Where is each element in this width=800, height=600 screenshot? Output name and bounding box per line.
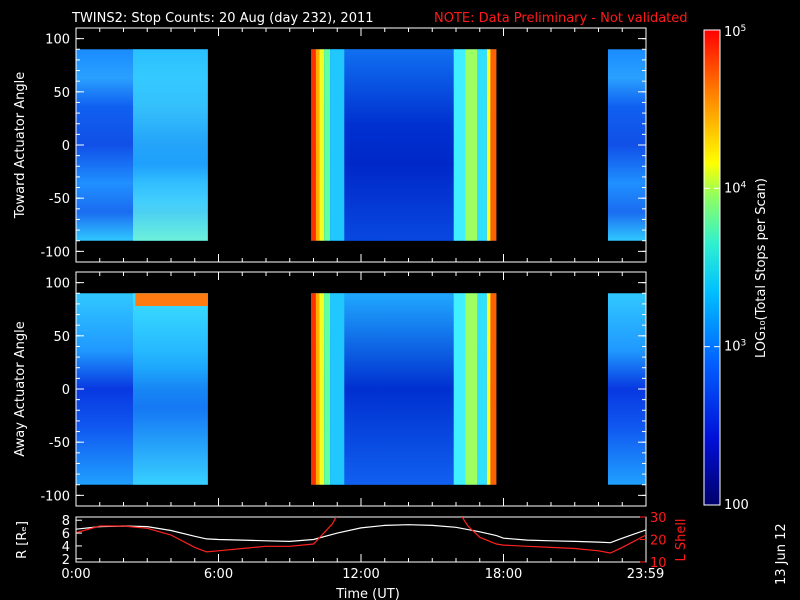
- away-ytick-label: 100: [45, 277, 70, 292]
- toward-segment-2-stripe: [486, 49, 491, 241]
- time-xtick-label: 0:00: [61, 567, 90, 582]
- l-shell-line: [76, 517, 646, 554]
- toward-ytick-label: -100: [40, 245, 70, 260]
- r-ytick-label: 4: [62, 540, 70, 555]
- r-ytick-label: 6: [62, 527, 70, 542]
- away-segment-1-bright: [133, 293, 208, 485]
- time-axis-label: Time (UT): [335, 587, 400, 600]
- away-segment-2-stripe: [311, 293, 316, 485]
- colorbar-tick-exponent: 5: [741, 24, 747, 34]
- toward-y-axis-label: Toward Actuator Angle: [13, 72, 28, 219]
- toward-ytick-label: 100: [45, 33, 70, 48]
- away-segment-2-stripe: [486, 293, 491, 485]
- r-ytick-label: 8: [62, 514, 70, 529]
- away-segment-2-core: [344, 293, 454, 485]
- away-segment-2-stripe: [477, 293, 487, 485]
- away-heatmap: [76, 293, 646, 485]
- toward-segment-2-stripe: [453, 49, 466, 241]
- colorbar-label: LOG₁₀(Total Stops per Scan): [754, 178, 769, 358]
- l-shell-axis-label: L Shell: [674, 518, 689, 561]
- away-y-axis: 100 50 0 -50 -100: [40, 272, 647, 506]
- toward-segment-2-stripe: [324, 49, 331, 241]
- toward-segment-2-stripe: [477, 49, 487, 241]
- time-xtick-label: 12:00: [342, 567, 379, 582]
- away-segment-2-stripe: [324, 293, 331, 485]
- away-high-angle-peak: [135, 293, 208, 307]
- away-segment-2-stripe: [453, 293, 466, 485]
- away-segment-2-stripe: [330, 293, 345, 485]
- orbit-right-axis: 30 20 10: [640, 511, 667, 571]
- colorbar: 105 104 103 100 LOG₁₀(Total Stops per Scan): [703, 24, 769, 513]
- l-shell-ytick-label: 30: [650, 511, 667, 526]
- away-segment-2-stripe: [315, 293, 320, 485]
- away-ytick-label: 0: [62, 383, 70, 398]
- away-segment-2-stripe: [490, 293, 497, 485]
- away-ytick-label: -50: [49, 436, 70, 451]
- l-shell-ytick-label: 10: [650, 556, 667, 571]
- toward-ytick-label: 50: [53, 86, 70, 101]
- toward-actuator-panel: 100 50 0 -50 -100 Toward Actuator Angle: [13, 27, 647, 263]
- toward-segment-1-bright: [133, 49, 208, 241]
- colorbar-tick-exponent: 3: [741, 339, 747, 349]
- away-ytick-label: -100: [40, 489, 70, 504]
- l-shell-ytick-label: 20: [650, 534, 667, 549]
- away-segment-2-stripe: [319, 293, 325, 485]
- colorbar-tick-exponent: 4: [741, 180, 747, 190]
- toward-segment-2-stripe: [490, 49, 497, 241]
- colorbar-frame: [703, 29, 721, 506]
- toward-segment-2-stripe: [319, 49, 325, 241]
- toward-segment-2-core: [344, 49, 454, 241]
- away-segment-2-stripe: [465, 293, 478, 485]
- date-stamp: 13 Jun 12: [774, 523, 789, 585]
- orbit-lines: [76, 517, 646, 554]
- time-xtick-label: 23:59: [627, 567, 664, 582]
- toward-ytick-label: 0: [62, 139, 70, 154]
- colorbar-tick-label: 103: [724, 339, 746, 355]
- toward-segment-2-stripe: [465, 49, 478, 241]
- toward-heatmap: [76, 49, 646, 241]
- toward-ytick-label: -50: [49, 192, 70, 207]
- preliminary-note: NOTE: Data Preliminary - Not validated: [434, 11, 688, 26]
- colorbar-tick-label: 105: [724, 24, 746, 40]
- time-xtick-label: 18:00: [485, 567, 522, 582]
- away-y-axis-label: Away Actuator Angle: [13, 321, 28, 456]
- toward-y-axis: 100 50 0 -50 -100: [40, 28, 647, 262]
- colorbar-tick-label: 100: [724, 498, 749, 513]
- figure-title: TWINS2: Stop Counts: 20 Aug (day 232), 2…: [71, 11, 374, 26]
- time-xtick-label: 6:00: [204, 567, 233, 582]
- r-distance-line: [76, 524, 646, 544]
- toward-segment-2-stripe: [315, 49, 320, 241]
- away-actuator-panel: 100 50 0 -50 -100 Away Actuator Angle: [13, 271, 647, 507]
- colorbar-gradient: [704, 30, 720, 505]
- toward-segment-2-stripe: [330, 49, 345, 241]
- away-ytick-label: 50: [53, 330, 70, 345]
- time-axis: 0:00 6:00 12:00 18:00 23:59: [61, 554, 664, 582]
- colorbar-tick-label: 104: [724, 180, 747, 196]
- r-axis-label: R [Rₑ]: [15, 521, 30, 559]
- toward-segment-2-stripe: [311, 49, 316, 241]
- r-ytick-label: 2: [62, 553, 70, 568]
